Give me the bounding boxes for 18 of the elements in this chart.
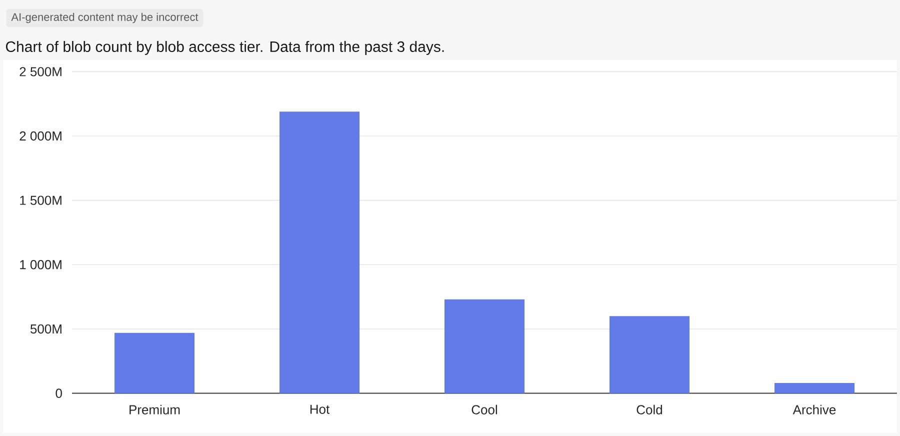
y-tick-label: 2 500M (20, 67, 62, 76)
chart-title: Chart of blob count by blob access tier. Data from the past 3 days. (6, 41, 444, 55)
x-tick-label: Hot (310, 404, 330, 414)
bar (609, 316, 690, 394)
y-tick-label: 500M (30, 324, 62, 334)
bar (774, 382, 855, 394)
bar (114, 332, 195, 394)
x-tick-label: Premium (130, 404, 180, 414)
y-tick-label: 1 500M (20, 196, 62, 205)
bar (279, 112, 360, 394)
x-tick-label: Archive (792, 404, 836, 414)
y-tick-label: 2 000M (20, 131, 62, 141)
text: AI-generated content may be incorrect (11, 12, 198, 24)
x-tick-label: Cool (472, 404, 497, 414)
bar (444, 299, 525, 394)
y-tick-label: 1 000M (20, 260, 62, 270)
y-tick-label: 0 (56, 388, 62, 398)
x-tick-label: Cold (636, 404, 662, 414)
